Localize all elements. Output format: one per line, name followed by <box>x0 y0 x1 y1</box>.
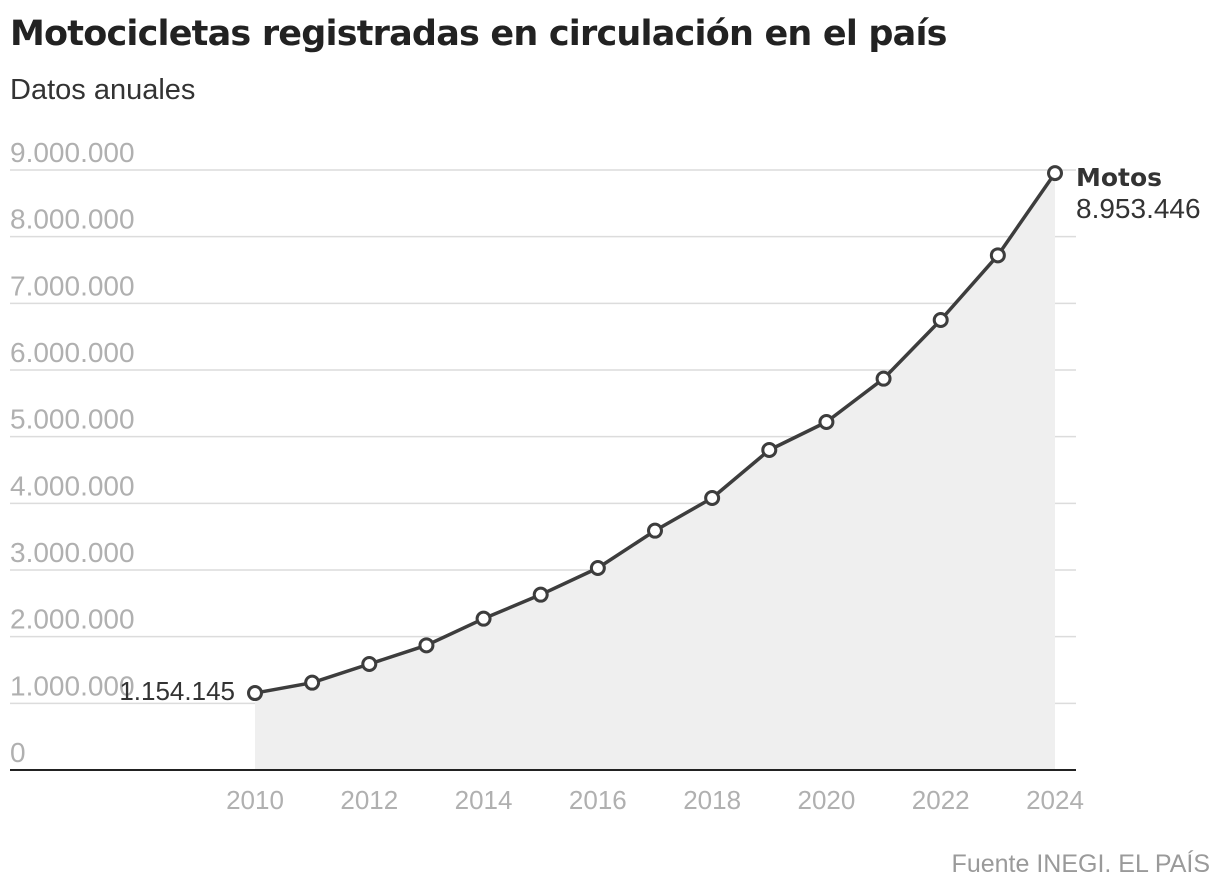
y-tick-label: 8.000.000 <box>10 204 135 235</box>
data-point <box>361 656 378 672</box>
data-point <box>989 247 1006 264</box>
start-value-label: 1.154.145 <box>119 676 235 706</box>
data-point <box>418 637 435 654</box>
x-tick-label: 2024 <box>1026 785 1084 815</box>
data-point <box>589 560 606 576</box>
y-tick-label: 2.000.000 <box>10 604 135 635</box>
annotations: 1.154.145 Motos 8.953.446 <box>119 163 1200 706</box>
x-tick-label: 2012 <box>340 785 398 815</box>
data-point <box>475 610 492 627</box>
end-value-label: 8.953.446 <box>1076 193 1201 224</box>
y-tick-label: 3.000.000 <box>10 537 135 568</box>
data-point <box>761 442 778 458</box>
y-tick-label: 6.000.000 <box>10 337 135 368</box>
data-point <box>304 674 321 691</box>
data-point <box>818 414 835 430</box>
y-tick-label: 9.000.000 <box>10 137 135 168</box>
x-tick-label: 2014 <box>455 785 513 815</box>
x-tick-label: 2010 <box>226 785 284 815</box>
y-tick-label: 5.000.000 <box>10 404 135 435</box>
source-note: Fuente INEGI. EL PAÍS <box>951 850 1210 878</box>
data-point <box>247 685 263 702</box>
tick-labels: 0 1.000.000 2.000.000 3.000.000 4.000.000 5.0… <box>10 137 1084 815</box>
area-fill-layer <box>255 173 1055 770</box>
data-point <box>1047 165 1063 182</box>
data-point <box>932 312 949 328</box>
x-tick-label: 2016 <box>569 785 627 815</box>
chart-subtitle: Datos anuales <box>10 74 196 106</box>
series-name-label: Motos <box>1076 163 1162 192</box>
y-tick-label: 7.000.000 <box>10 270 135 301</box>
y-tick-label: 0 <box>10 737 26 768</box>
data-point <box>875 370 892 387</box>
chart-title: Motocicletas registradas en circulación … <box>10 14 948 54</box>
x-tick-label: 2018 <box>683 785 741 815</box>
y-tick-label: 4.000.000 <box>10 470 135 501</box>
x-tick-label: 2020 <box>798 785 856 815</box>
data-point <box>647 522 663 539</box>
data-point <box>532 586 549 603</box>
y-tick-label: 1.000.000 <box>10 670 135 701</box>
data-point <box>704 490 721 506</box>
data-points <box>247 165 1063 702</box>
area-fill <box>255 173 1055 770</box>
x-tick-label: 2022 <box>912 785 970 815</box>
